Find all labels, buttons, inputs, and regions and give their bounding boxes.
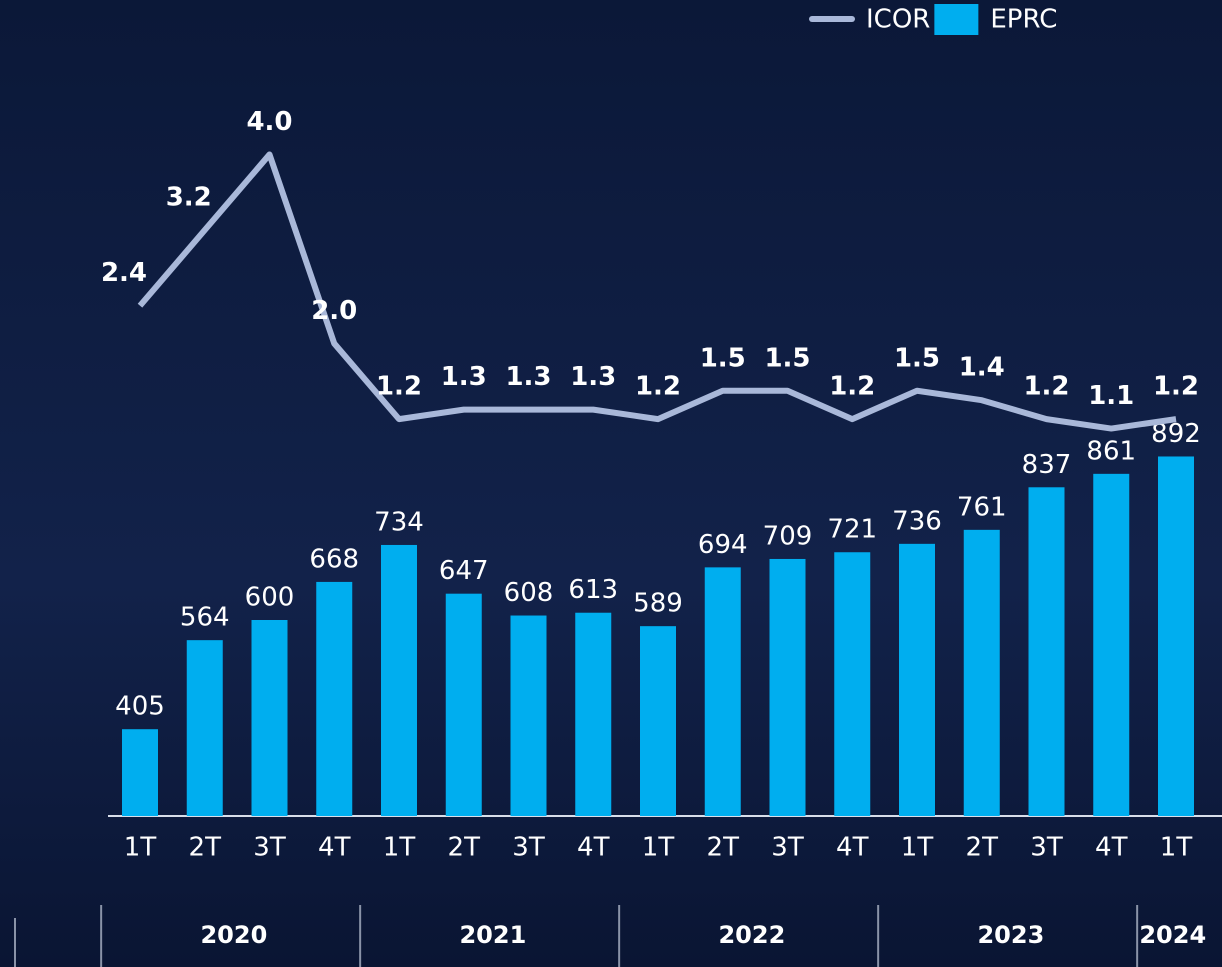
x-tick-label: 4T	[836, 833, 869, 863]
x-tick-label: 4T	[318, 833, 351, 863]
line-value-label: 4.0	[246, 107, 292, 137]
group-label: 2023	[977, 921, 1044, 949]
line-value-label: 2.4	[101, 258, 147, 288]
group-label: 2022	[718, 921, 785, 949]
line-value-label: 1.2	[635, 372, 681, 402]
bar	[510, 615, 547, 816]
bar-value-label: 608	[504, 578, 554, 608]
bar	[575, 612, 612, 816]
legend-label: EPRC	[990, 5, 1057, 35]
bar-value-label: 405	[115, 692, 165, 722]
line-value-label: 1.3	[505, 362, 551, 392]
x-tick-label: 1T	[124, 833, 157, 863]
bar-value-label: 734	[374, 507, 424, 537]
x-tick-label: 4T	[1095, 833, 1128, 863]
legend-label: ICOR	[866, 5, 930, 35]
x-tick-label: 1T	[1160, 833, 1193, 863]
bar-value-label: 721	[827, 515, 877, 545]
line-value-label: 2.0	[311, 296, 357, 326]
bar	[122, 729, 158, 816]
bar	[704, 567, 741, 816]
bar-value-label: 861	[1086, 436, 1136, 466]
bar-value-label: 668	[309, 544, 359, 574]
x-tick-label: 2T	[189, 833, 222, 863]
line-value-label: 1.5	[700, 343, 746, 373]
bar-value-label: 736	[892, 506, 942, 536]
line-value-label: 1.3	[570, 362, 616, 392]
x-tick-label: 4T	[577, 833, 610, 863]
legend-symbol	[934, 4, 979, 35]
x-tick-label: 1T	[901, 833, 934, 863]
x-tick-label: 2T	[966, 833, 999, 863]
line-value-label: 1.3	[441, 362, 487, 392]
x-tick-label: 2T	[448, 833, 481, 863]
bar	[251, 620, 288, 816]
bar-value-label: 837	[1022, 450, 1072, 480]
line-value-label: 1.5	[764, 343, 810, 373]
x-tick-label: 3T	[771, 833, 804, 863]
line-value-label: 1.5	[894, 343, 940, 373]
group-label: 2020	[200, 921, 267, 949]
bar	[1158, 456, 1194, 816]
line-value-label: 3.2	[166, 183, 212, 213]
line-value-label: 1.4	[959, 353, 1005, 383]
bar-value-label: 647	[439, 556, 489, 586]
x-tick-label: 3T	[512, 833, 545, 863]
bar-value-label: 600	[245, 583, 295, 613]
bar-value-label: 709	[763, 521, 813, 551]
x-tick-label: 1T	[642, 833, 675, 863]
line-value-label: 1.1	[1088, 381, 1134, 411]
bar-value-label: 589	[633, 589, 683, 619]
bar-value-label: 613	[568, 575, 618, 605]
line-value-label: 1.2	[376, 372, 422, 402]
x-tick-label: 2T	[707, 833, 740, 863]
group-label: 2024	[1139, 921, 1206, 949]
bar	[834, 552, 871, 816]
bar-value-label: 564	[180, 603, 230, 633]
bar	[186, 640, 223, 816]
line-value-label: 1.2	[829, 372, 875, 402]
bar	[316, 581, 353, 816]
bar-value-label: 761	[957, 492, 1007, 522]
line-value-label: 1.2	[1153, 372, 1199, 402]
bar	[445, 593, 482, 816]
bar-value-label: 694	[698, 530, 748, 560]
x-tick-label: 3T	[1030, 833, 1063, 863]
bar	[899, 543, 935, 816]
line-value-label: 1.2	[1023, 372, 1069, 402]
group-label: 2021	[459, 921, 526, 949]
bar	[1093, 473, 1130, 816]
bar	[1028, 487, 1065, 816]
x-tick-label: 1T	[383, 833, 416, 863]
bar	[381, 544, 417, 816]
line	[137, 151, 1177, 432]
bar	[640, 626, 676, 816]
bar	[963, 529, 1000, 816]
bar	[769, 558, 806, 816]
x-tick-label: 3T	[253, 833, 286, 863]
